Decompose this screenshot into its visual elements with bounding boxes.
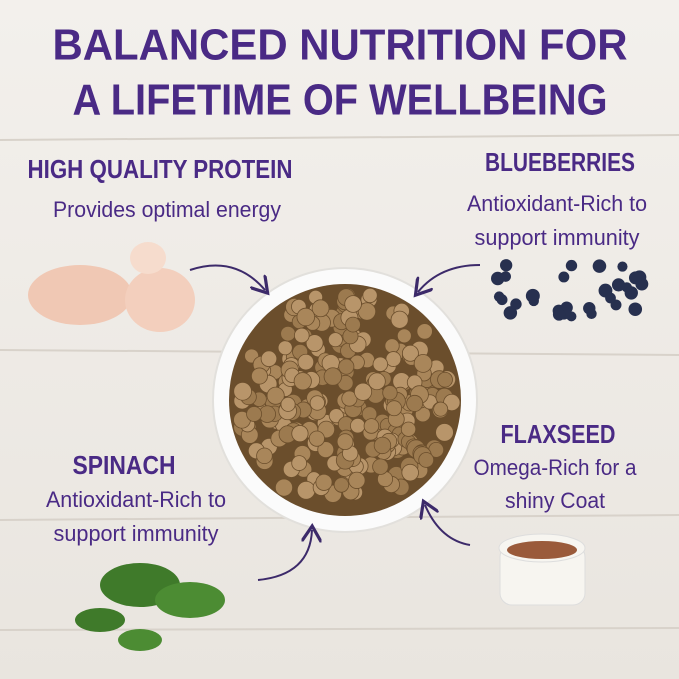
- kibble: [291, 425, 309, 443]
- kibble: [280, 325, 296, 342]
- callout-description: support immunity: [475, 225, 640, 250]
- kibble: [382, 385, 398, 401]
- callout-description: Antioxidant-Rich to: [46, 487, 226, 512]
- kibble: [309, 395, 325, 411]
- kibble: [323, 367, 343, 386]
- kibble: [233, 381, 252, 401]
- kibble: [348, 471, 366, 489]
- kibble: [406, 394, 424, 412]
- kibble: [400, 421, 417, 437]
- flaxseed-ramekin: [498, 533, 586, 606]
- blueberry: [565, 259, 578, 272]
- blueberry: [583, 302, 596, 315]
- blueberry: [552, 308, 566, 321]
- kibble: [256, 447, 273, 465]
- kibble: [336, 433, 354, 451]
- kibble: [350, 417, 366, 434]
- kibble: [385, 351, 402, 367]
- kibble: [274, 478, 294, 497]
- kibble: [418, 452, 435, 468]
- blueberry: [611, 278, 626, 292]
- kibble: [308, 430, 325, 447]
- spinach: [75, 563, 225, 651]
- kibble: [345, 316, 361, 333]
- kibble: [297, 353, 315, 371]
- arrows: [189, 264, 481, 581]
- kibble: [327, 332, 343, 348]
- blueberry: [624, 286, 638, 300]
- kibble: [315, 473, 333, 491]
- kibble: [246, 406, 263, 422]
- chicken: [28, 242, 195, 332]
- blueberry: [628, 271, 642, 285]
- kibble: [372, 458, 389, 475]
- callout-heading: HIGH QUALITY PROTEIN: [28, 154, 293, 184]
- callout-heading: SPINACH: [73, 450, 176, 480]
- kibble: [344, 295, 362, 313]
- kibble: [384, 338, 400, 354]
- blueberry: [496, 294, 508, 306]
- kibble: [363, 418, 380, 434]
- callout-heading: BLUEBERRIES: [485, 147, 635, 177]
- kibble: [437, 371, 453, 388]
- kibble: [372, 356, 389, 372]
- blueberry: [500, 271, 511, 282]
- kibble: [435, 423, 454, 442]
- kibble: [260, 350, 278, 367]
- kibble: [386, 400, 403, 417]
- kibble: [368, 372, 386, 391]
- kibble: [373, 436, 392, 455]
- kibble: [433, 401, 449, 417]
- kibble: [401, 463, 419, 482]
- blueberry: [592, 259, 607, 273]
- blueberry: [558, 271, 570, 283]
- kibble: [357, 302, 377, 321]
- blueberry: [510, 298, 522, 310]
- kibble: [291, 455, 308, 471]
- kibble: [277, 340, 293, 356]
- callout-description: support immunity: [54, 521, 219, 546]
- blueberry: [605, 292, 616, 304]
- blueberry: [525, 288, 540, 303]
- kibble: [362, 287, 378, 304]
- kibble: [401, 344, 419, 362]
- kibble: [338, 358, 355, 375]
- kibble: [293, 372, 312, 391]
- callout-description: shiny Coat: [505, 488, 605, 513]
- callout-description: Provides optimal energy: [53, 197, 281, 222]
- blueberry: [503, 306, 518, 320]
- kibble: [396, 328, 412, 344]
- blueberries: [491, 259, 649, 322]
- callout-heading: FLAXSEED: [501, 419, 616, 449]
- kibble: [296, 480, 316, 500]
- kibble: [305, 334, 324, 352]
- callout-description: Antioxidant-Rich to: [467, 191, 647, 216]
- food-bowl: [212, 267, 478, 533]
- kibble: [416, 323, 433, 340]
- kibble: [266, 386, 285, 405]
- blueberry: [628, 302, 643, 316]
- kibble: [250, 367, 268, 385]
- callout-description: Omega-Rich for a: [474, 455, 638, 480]
- kibble: [413, 354, 433, 373]
- title-line: BALANCED NUTRITION FOR: [53, 21, 628, 70]
- kibble: [294, 327, 310, 344]
- kibble: [296, 307, 316, 327]
- kibble: [390, 310, 409, 329]
- blueberry: [500, 259, 513, 272]
- title-line: A LIFETIME OF WELLBEING: [73, 76, 608, 125]
- kibble: [317, 441, 335, 459]
- kibble: [341, 390, 358, 407]
- kibble: [311, 299, 330, 318]
- kibble: [333, 477, 350, 493]
- kibble: [353, 382, 373, 401]
- blueberry: [617, 261, 628, 272]
- kibble: [280, 396, 296, 412]
